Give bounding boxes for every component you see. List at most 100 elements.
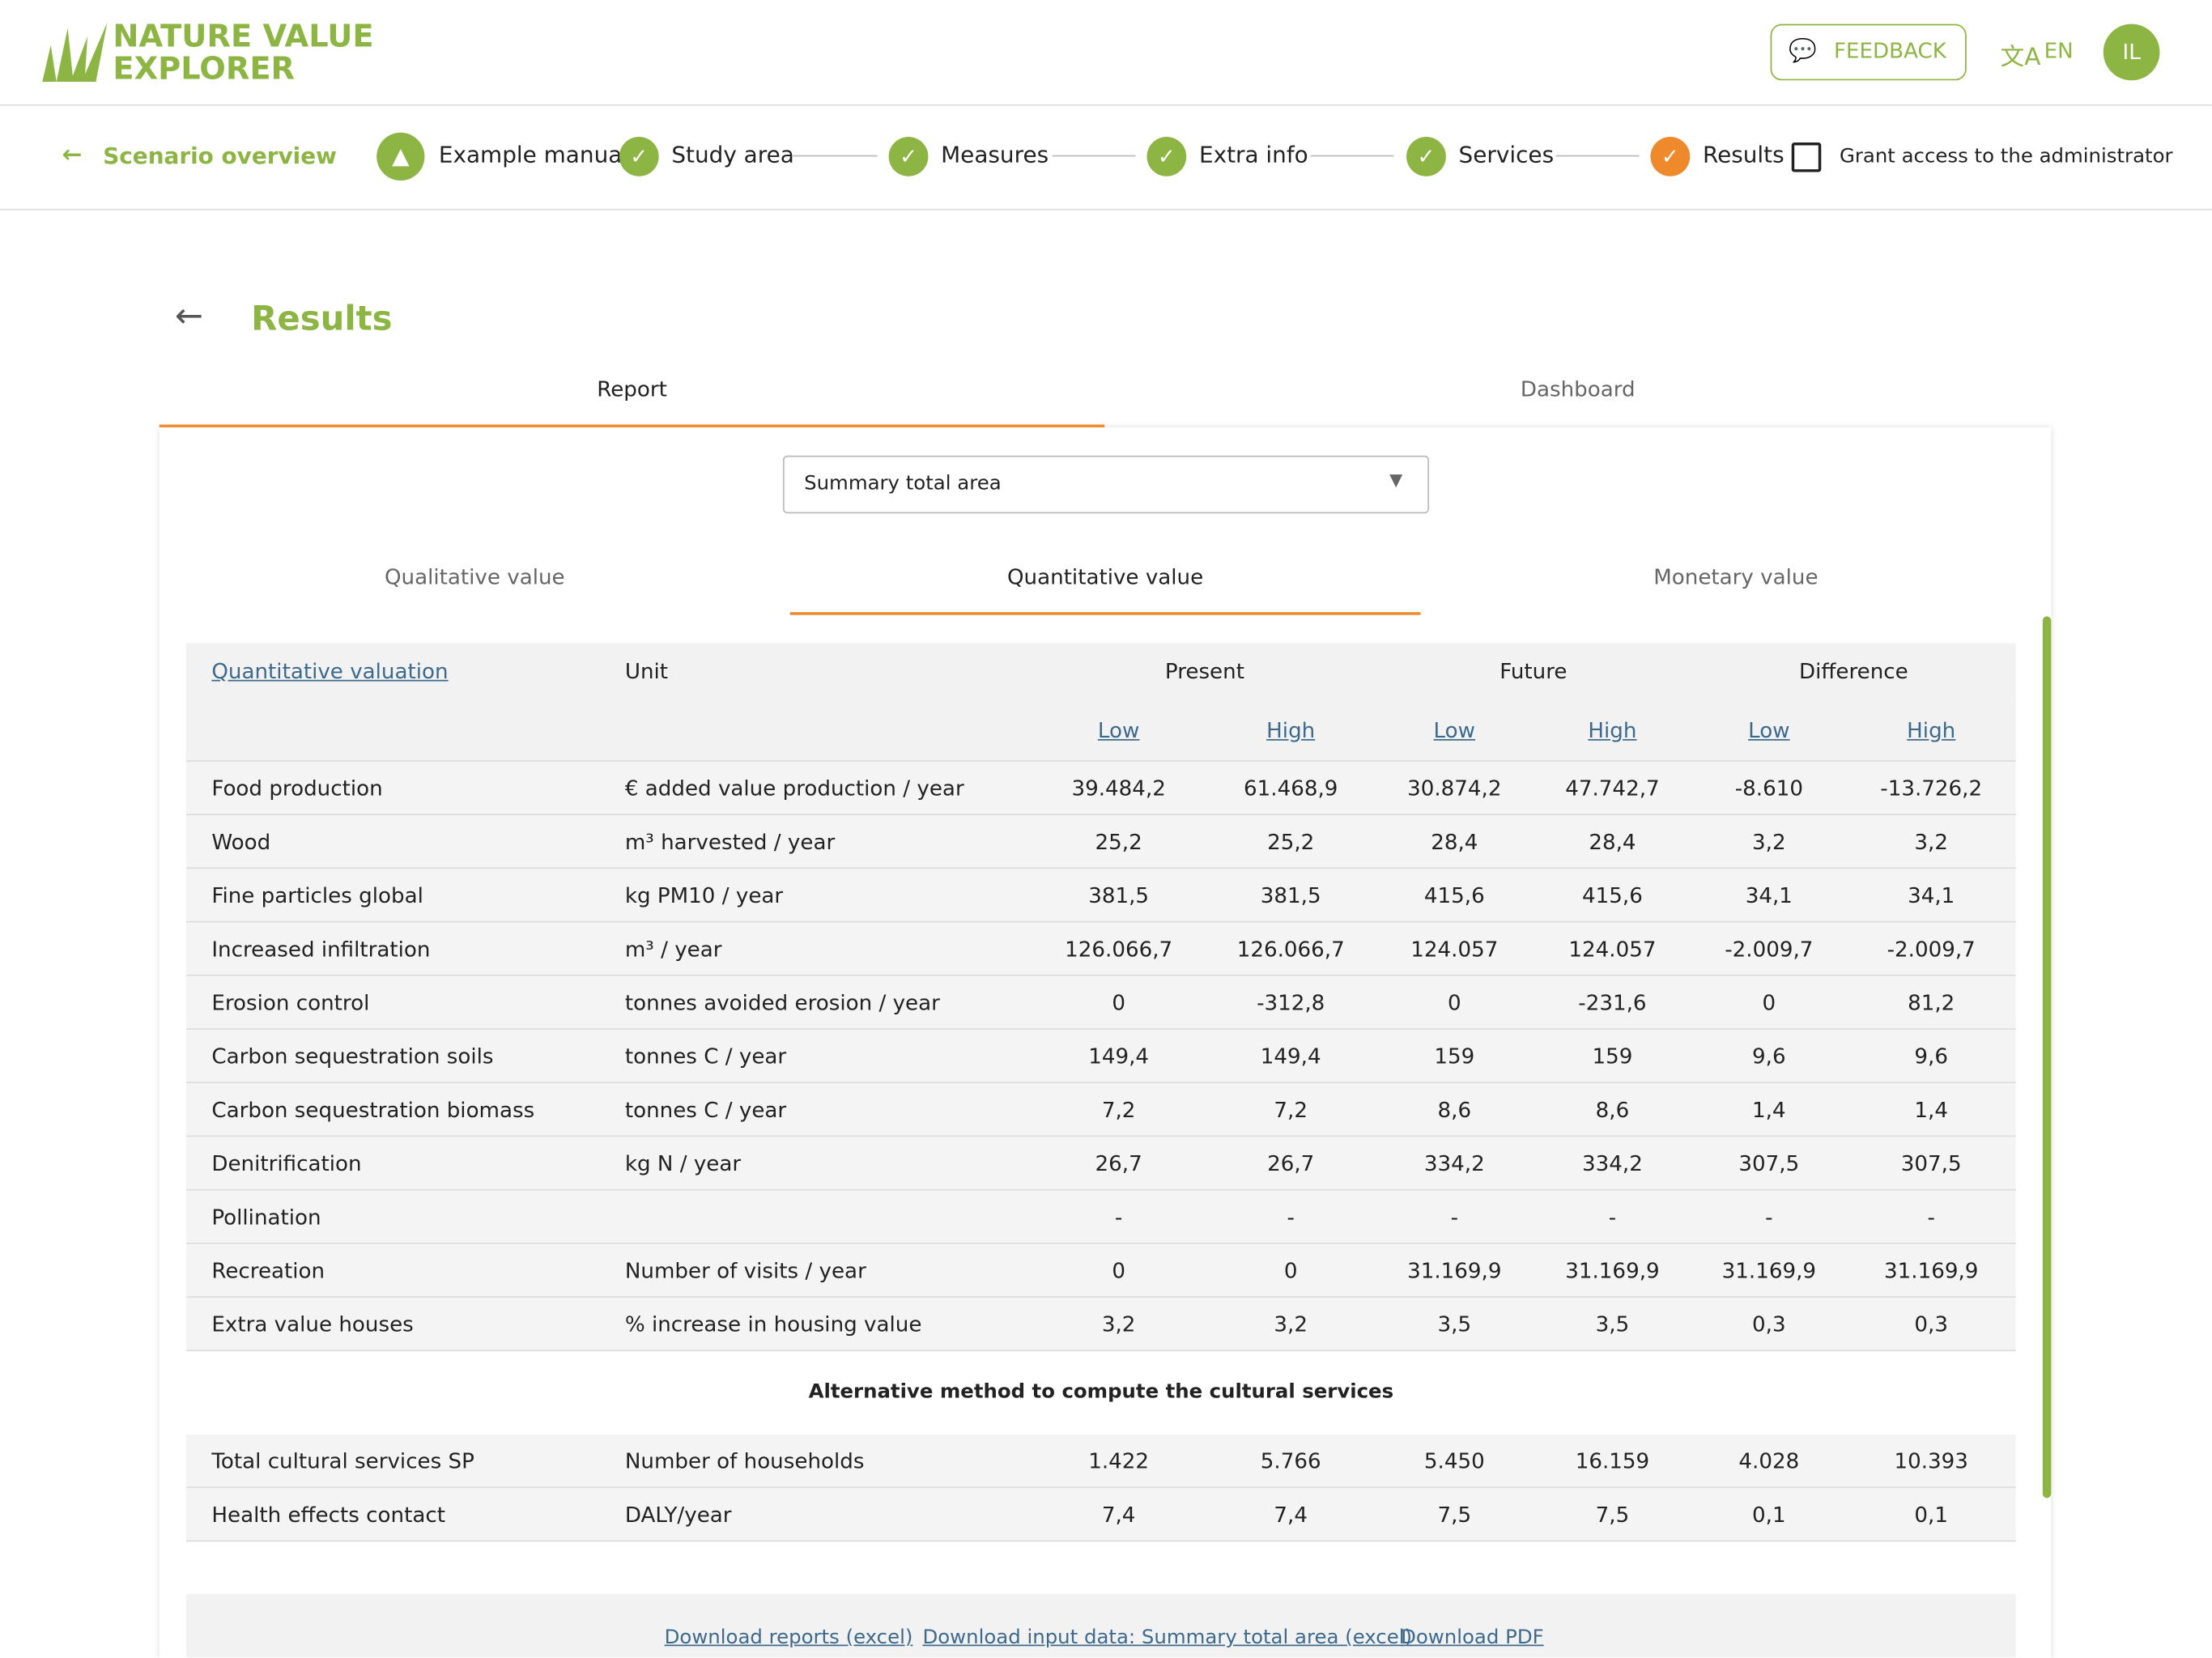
- row-unit: % increase in housing value: [624, 1312, 922, 1337]
- row-unit: kg PM10 / year: [624, 882, 784, 909]
- column-subheader[interactable]: High: [1588, 717, 1637, 744]
- cell: 415,6: [1423, 882, 1485, 909]
- table-row: [185, 869, 2016, 923]
- cell: -: [1927, 1204, 1935, 1231]
- dropdown-arrow[interactable]: ▼: [1389, 470, 1403, 490]
- cell: 25,2: [1267, 829, 1315, 855]
- avatar[interactable]: IL: [2103, 23, 2160, 81]
- tab[interactable]: Dashboard: [1520, 376, 1636, 402]
- translate-icon[interactable]: 文A: [2000, 44, 2041, 72]
- row-label: Increased infiltration: [211, 936, 431, 963]
- back-arrow[interactable]: ←: [175, 295, 204, 336]
- cell: 31.169,9: [1884, 1258, 1979, 1284]
- table-row: [185, 1488, 2016, 1542]
- row-unit: DALY/year: [624, 1502, 732, 1528]
- subtab[interactable]: Monetary value: [1653, 563, 1819, 590]
- row-label: Fine particles global: [211, 882, 423, 909]
- row-label: Pollination: [211, 1204, 321, 1231]
- step-check: ✓: [1146, 137, 1187, 176]
- cell: 334,2: [1582, 1150, 1643, 1177]
- step-check: ✓: [1650, 137, 1691, 176]
- subtab-active[interactable]: Quantitative value: [1006, 563, 1204, 590]
- step-label[interactable]: Extra info: [1198, 141, 1308, 168]
- cell: -: [1608, 1204, 1617, 1231]
- cell: 31.169,9: [1407, 1258, 1502, 1284]
- feedback-label[interactable]: FEEDBACK: [1833, 38, 1946, 64]
- scenario-overview[interactable]: Scenario overview: [103, 142, 337, 170]
- row-label: Denitrification: [211, 1150, 362, 1177]
- column-header[interactable]: Quantitative valuation: [211, 658, 449, 685]
- row-label: Health effects contact: [211, 1502, 445, 1528]
- row-unit: € added value production / year: [624, 776, 964, 801]
- cell: 7,4: [1101, 1502, 1136, 1528]
- cell: 61.468,9: [1244, 776, 1338, 801]
- back-arrow[interactable]: ←: [62, 141, 83, 170]
- cell: 149,4: [1088, 1044, 1150, 1069]
- download-link[interactable]: Download PDF: [1401, 1626, 1544, 1649]
- cell: 10.393: [1894, 1448, 1968, 1474]
- step-label[interactable]: Measures: [941, 141, 1049, 168]
- cell: 7,5: [1595, 1502, 1630, 1528]
- checkbox[interactable]: [1791, 142, 1822, 172]
- step-label[interactable]: Services: [1458, 141, 1555, 168]
- table-subheader: [185, 700, 2016, 762]
- feedback-button[interactable]: [1770, 23, 1967, 81]
- grant-label[interactable]: Grant access to the administrator: [1839, 145, 2173, 168]
- cell: 34,1: [1745, 882, 1793, 909]
- cell: -: [1287, 1204, 1295, 1231]
- cell: 1.422: [1088, 1448, 1150, 1474]
- column-header: Unit: [624, 658, 669, 685]
- table-row: [185, 1190, 2016, 1244]
- step-check: ✓: [888, 137, 929, 176]
- cell: 0: [1283, 1258, 1298, 1284]
- table-header: [185, 643, 2016, 703]
- cell: 124.057: [1410, 936, 1499, 963]
- cell: 0,3: [1914, 1312, 1948, 1337]
- step-label[interactable]: Results: [1702, 141, 1784, 168]
- cell: 0: [1447, 990, 1461, 1016]
- step-label[interactable]: Study area: [671, 141, 794, 168]
- scenario-icon: ▲: [376, 132, 425, 181]
- cell: 3,2: [1914, 829, 1948, 855]
- cell: 7,2: [1274, 1097, 1308, 1123]
- table-row: [185, 1297, 2016, 1352]
- cell: 307,5: [1738, 1150, 1800, 1177]
- cell: 334,2: [1423, 1150, 1485, 1177]
- subtab[interactable]: Qualitative value: [384, 563, 565, 590]
- column-subheader[interactable]: High: [1907, 717, 1956, 744]
- cell: 7,4: [1274, 1502, 1308, 1528]
- scrollbar[interactable]: [2042, 616, 2052, 1499]
- select-value[interactable]: Summary total area: [804, 472, 1002, 495]
- row-unit: tonnes avoided erosion / year: [624, 990, 940, 1016]
- cell: 9,6: [1752, 1044, 1786, 1069]
- cell: -312,8: [1257, 990, 1325, 1016]
- language[interactable]: EN: [2044, 38, 2074, 64]
- download-link[interactable]: Download reports (excel): [664, 1626, 913, 1649]
- cell: -2.009,7: [1887, 936, 1976, 963]
- cell: 0: [1762, 990, 1776, 1016]
- cell: 381,5: [1088, 882, 1150, 909]
- column-subheader[interactable]: Low: [1433, 717, 1476, 744]
- cell: 149,4: [1260, 1044, 1321, 1069]
- tab-active[interactable]: Report: [597, 376, 667, 402]
- logo-text: NATURE VALUE: [113, 19, 374, 55]
- column-subheader[interactable]: High: [1266, 717, 1316, 744]
- table-row: [185, 1083, 2016, 1137]
- select[interactable]: [782, 455, 1429, 514]
- row-unit: kg N / year: [624, 1150, 742, 1177]
- cell: 126.066,7: [1065, 936, 1173, 963]
- column-subheader[interactable]: Low: [1097, 717, 1140, 744]
- table-row: [185, 761, 2016, 816]
- row-unit: m³ harvested / year: [624, 829, 836, 855]
- cell: 415,6: [1582, 882, 1643, 909]
- cell: 7,5: [1437, 1502, 1472, 1528]
- step-line: [1555, 155, 1640, 157]
- column-header: Difference: [1799, 658, 1908, 685]
- download-link[interactable]: Download input data: Summary total area …: [922, 1626, 1413, 1649]
- scenario-name: Example manual: [438, 141, 629, 168]
- column-subheader[interactable]: Low: [1748, 717, 1790, 744]
- cell: -: [1114, 1204, 1123, 1231]
- table-row: [185, 1137, 2016, 1191]
- cell: 3,2: [1752, 829, 1786, 855]
